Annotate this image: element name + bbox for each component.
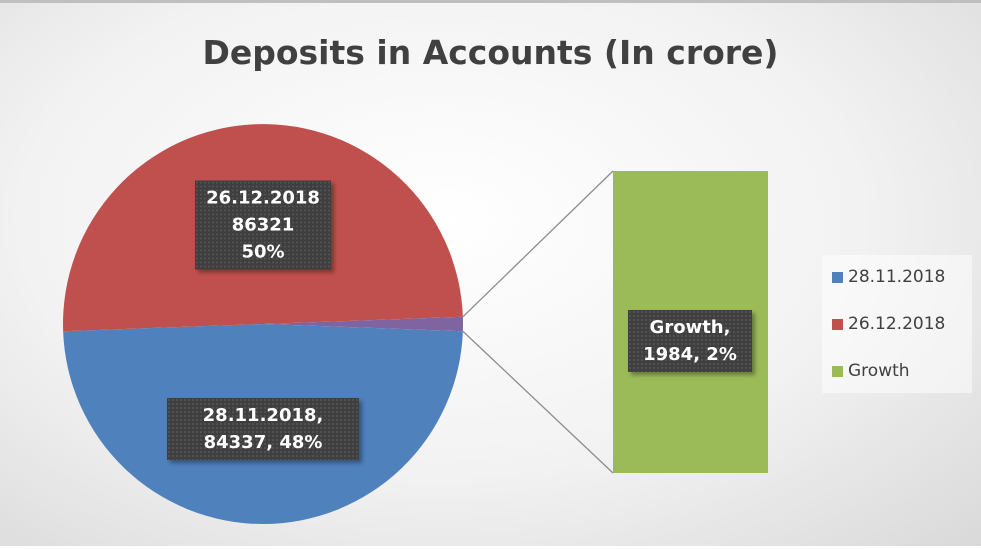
legend-item: Growth	[832, 361, 910, 381]
legend-label: 26.12.2018	[848, 314, 946, 334]
legend-label: 28.11.2018	[848, 267, 946, 287]
data-label: 28.11.2018, 84337, 48%	[167, 398, 359, 460]
legend-label: Growth	[848, 361, 910, 381]
legend-swatch	[832, 365, 843, 377]
legend-item: 28.11.2018	[832, 267, 945, 287]
data-label: 26.12.2018 86321 50%	[195, 180, 331, 270]
pie-slice	[263, 316, 463, 332]
chart-title: Deposits in Accounts (In crore)	[202, 33, 779, 72]
legend-item: 26.12.2018	[832, 314, 945, 334]
legend-swatch	[832, 318, 843, 330]
legend: 28.11.2018 26.12.2018 Growth	[822, 255, 972, 393]
legend-swatch	[832, 271, 843, 283]
data-label: Growth, 1984, 2%	[628, 310, 752, 372]
connector-line	[462, 170, 614, 318]
connector-line	[462, 330, 614, 474]
